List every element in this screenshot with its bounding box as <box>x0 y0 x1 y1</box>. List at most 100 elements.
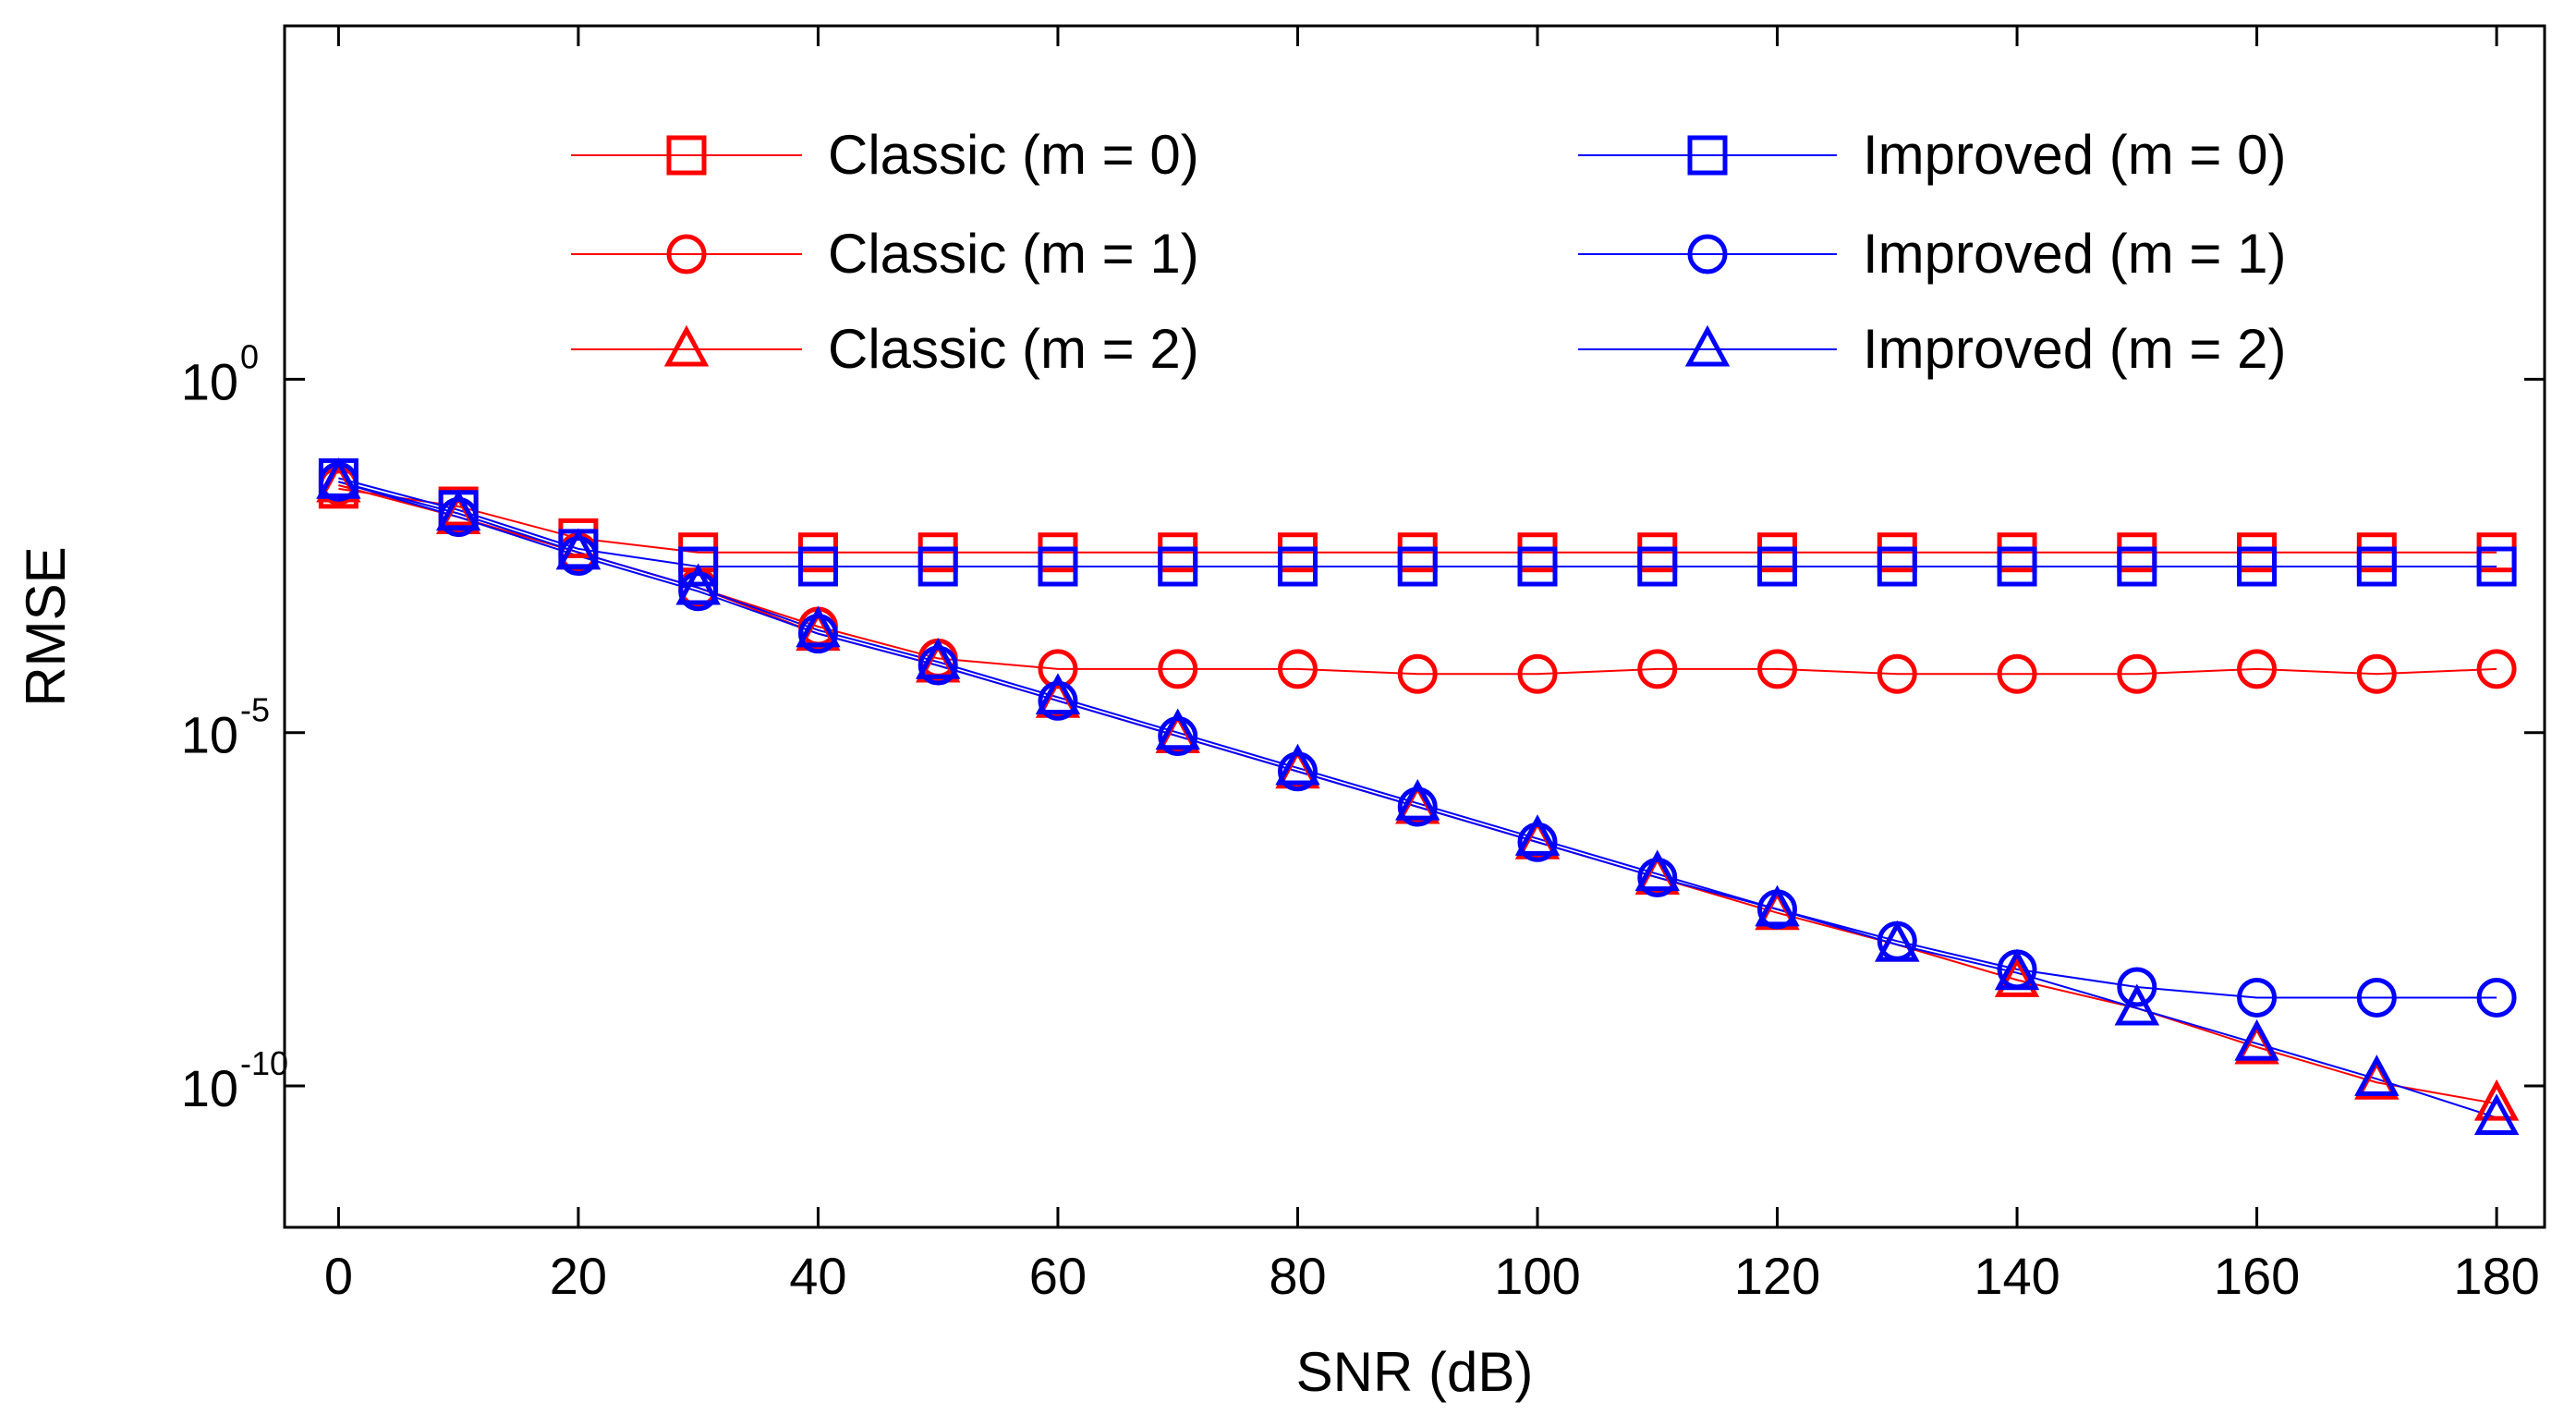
data-point-circle <box>1517 653 1558 694</box>
data-point-circle <box>1158 649 1198 689</box>
data-point-triangle <box>555 528 601 570</box>
data-point-circle <box>1757 649 1798 689</box>
data-point-circle <box>2237 977 2278 1018</box>
data-point-triangle <box>1755 884 1800 927</box>
data-point-circle <box>2117 653 2157 694</box>
legend-label: Classic (m = 1) <box>828 223 1199 285</box>
data-point-circle <box>678 571 719 612</box>
series-line-4 <box>338 481 2497 999</box>
data-point-triangle <box>1395 778 1440 821</box>
data-point-square <box>1038 546 1078 587</box>
data-point-triangle <box>2354 1054 2400 1096</box>
legend-marker-square <box>666 135 707 176</box>
data-point-square <box>1277 546 1318 587</box>
data-point-triangle <box>2234 1018 2279 1061</box>
data-point-triangle <box>1035 673 1081 714</box>
data-point-triangle <box>2114 983 2160 1026</box>
data-point-triangle <box>796 605 841 648</box>
legend-label: Improved (m = 1) <box>1863 223 2286 285</box>
data-point-circle <box>1038 680 1078 721</box>
data-point-circle <box>2237 649 2278 689</box>
data-point-square <box>917 546 958 587</box>
data-point-triangle <box>316 457 361 499</box>
legend: Classic (m = 0) Classic (m = 1) Classic (m… <box>571 124 2286 380</box>
x-tick-label: 120 <box>1734 1247 1820 1305</box>
data-point-triangle <box>1275 743 1320 786</box>
data-point-square <box>2356 546 2397 587</box>
data-point-square <box>797 546 838 587</box>
data-point-circle <box>2356 977 2397 1018</box>
data-point-circle <box>558 536 599 577</box>
series-lines <box>338 477 2497 1119</box>
series-markers <box>316 457 2520 1135</box>
y-tick-label: 10 <box>181 1059 238 1117</box>
data-point-square <box>1637 546 1678 587</box>
series-line-5 <box>338 481 2497 1119</box>
data-point-square <box>678 546 719 587</box>
legend-label: Classic (m = 0) <box>828 124 1199 186</box>
data-point-circle <box>1997 653 2037 694</box>
data-point-triangle <box>1155 708 1200 750</box>
x-tick-label: 20 <box>550 1247 607 1305</box>
data-point-triangle <box>1994 948 2040 991</box>
legend-marker-triangle <box>1684 324 1731 367</box>
y-tick-label: 10 <box>181 352 238 410</box>
x-tick-label: 100 <box>1494 1247 1580 1305</box>
data-point-triangle <box>1634 849 1680 892</box>
x-tick-label: 160 <box>2214 1247 2300 1305</box>
x-tick-label: 140 <box>1974 1247 2060 1305</box>
y-axis-label: RMSE <box>15 546 77 706</box>
series-line-0 <box>338 487 2497 554</box>
data-point-triangle <box>2473 1093 2520 1135</box>
data-point-circle <box>438 496 479 537</box>
data-point-circle <box>1637 857 1678 897</box>
data-point-circle <box>1277 649 1318 689</box>
data-point-circle <box>1397 653 1438 694</box>
legend-marker-circle <box>666 234 707 274</box>
data-point-square <box>1397 546 1438 587</box>
data-point-square <box>1757 546 1798 587</box>
data-point-circle <box>797 614 838 654</box>
data-point-triangle <box>1994 956 2040 997</box>
data-point-triangle <box>2473 1079 2520 1121</box>
x-tick-label: 180 <box>2453 1247 2539 1305</box>
data-point-triangle <box>435 489 481 531</box>
data-point-square <box>1158 546 1198 587</box>
data-point-circle <box>1158 716 1198 757</box>
data-point-square <box>2476 546 2517 587</box>
legend-marker-circle <box>1687 234 1728 274</box>
data-point-circle <box>1877 653 1917 694</box>
legend-marker-square <box>1687 135 1728 176</box>
y-tick-label: 10 <box>181 706 238 764</box>
plot-frame <box>283 24 2546 1229</box>
data-point-circle <box>1517 822 1558 862</box>
data-point-circle <box>2476 649 2517 689</box>
y-tick-exponent: 0 <box>240 337 259 375</box>
data-point-square <box>1877 546 1917 587</box>
x-tick-label: 80 <box>1269 1247 1326 1305</box>
data-point-circle <box>2117 967 2157 1007</box>
data-point-circle <box>1038 649 1078 689</box>
legend-label: Improved (m = 2) <box>1863 318 2286 380</box>
data-point-square <box>2117 546 2157 587</box>
plot-frame-group <box>283 24 2546 1229</box>
data-point-triangle <box>1875 920 1920 962</box>
data-point-square <box>1517 546 1558 587</box>
x-tick-label: 40 <box>789 1247 846 1305</box>
data-point-circle <box>1637 649 1678 689</box>
data-point-triangle <box>916 637 961 679</box>
data-point-circle <box>1277 751 1318 792</box>
data-point-circle <box>2476 977 2517 1018</box>
data-point-triangle <box>1514 814 1561 856</box>
legend-label: Classic (m = 2) <box>828 318 1199 380</box>
series-line-1 <box>338 484 2497 676</box>
data-point-circle <box>1397 786 1438 827</box>
x-tick-label: 60 <box>1029 1247 1087 1305</box>
data-point-square <box>1997 546 2037 587</box>
data-point-triangle <box>675 563 721 605</box>
data-point-circle <box>2356 653 2397 694</box>
legend-marker-triangle <box>663 324 710 367</box>
y-tick-exponent: -10 <box>240 1044 288 1082</box>
